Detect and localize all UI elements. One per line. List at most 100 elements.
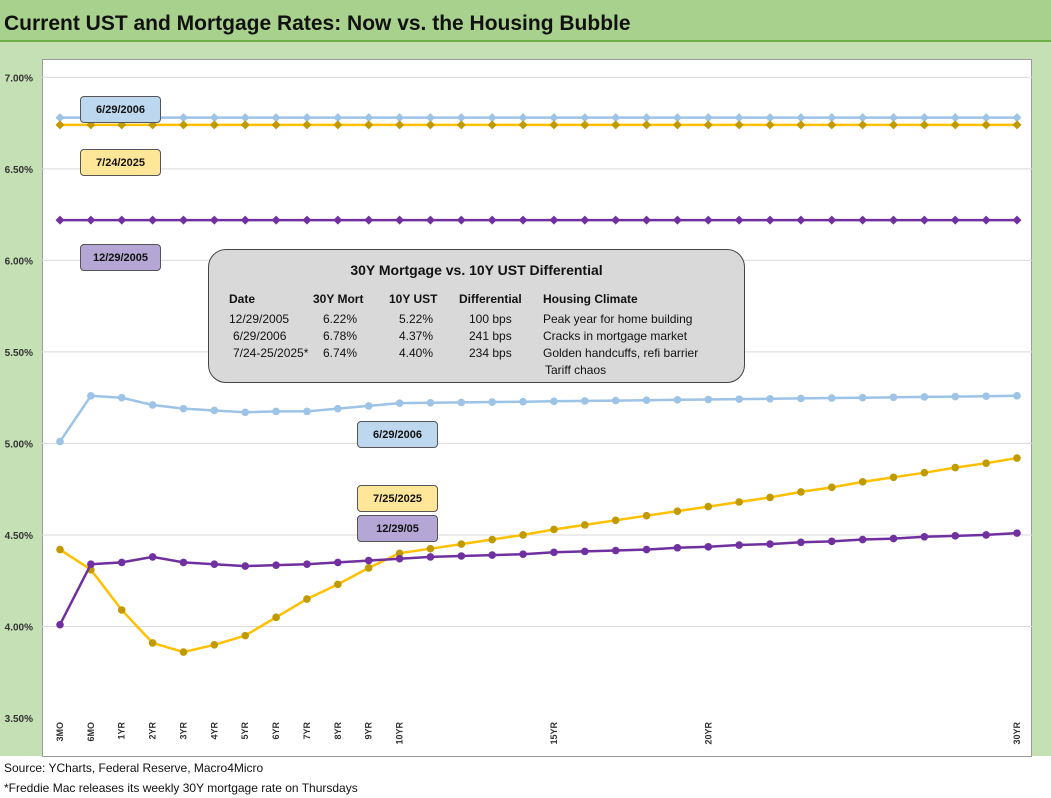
data-point [611, 546, 620, 555]
data-point [395, 554, 404, 563]
data-point [179, 404, 188, 413]
data-point [241, 631, 250, 640]
data-point [425, 113, 435, 123]
differential-table: Date 30Y Mort 10Y UST Differential Housi… [229, 292, 723, 378]
data-point [796, 113, 806, 123]
data-point [827, 120, 837, 130]
cell-ust [389, 361, 459, 378]
data-point [364, 113, 374, 123]
plot-area [42, 59, 1032, 757]
data-point [179, 558, 188, 567]
data-point [950, 113, 960, 123]
data-point [272, 407, 280, 416]
data-point [1012, 120, 1022, 130]
header-climate: Housing Climate [543, 292, 638, 306]
table-row: 6/29/2006 6.78% 4.37% 241 bps Cracks in … [229, 327, 723, 344]
data-point [642, 113, 652, 123]
data-point [981, 113, 991, 123]
header-date: Date [229, 292, 256, 306]
data-point [827, 113, 837, 123]
data-point [919, 120, 929, 130]
data-point [87, 560, 95, 569]
data-point [550, 397, 558, 406]
data-point [611, 516, 620, 525]
header-mort: 30Y Mort [313, 292, 364, 306]
data-point [303, 407, 311, 416]
cell-date [229, 361, 313, 378]
differential-header-row: Date 30Y Mort 10Y UST Differential Housi… [229, 292, 723, 310]
data-point [611, 120, 621, 130]
data-point [302, 120, 312, 130]
series-line-ust_2025 [59, 456, 1018, 654]
header-differential: Differential [459, 292, 522, 306]
cell-mort [313, 361, 389, 378]
x-tick-label: 20YR [703, 722, 713, 745]
data-point [209, 215, 219, 225]
data-point [364, 120, 374, 130]
data-point [642, 215, 652, 225]
data-point [518, 113, 528, 123]
data-point [55, 113, 65, 123]
data-point [179, 648, 188, 656]
y-tick-label: 5.50% [5, 348, 33, 359]
data-point [364, 564, 373, 572]
data-point [457, 398, 466, 407]
data-point [456, 215, 466, 225]
data-point [457, 540, 466, 548]
cell-climate: Cracks in mortgage market [543, 328, 688, 343]
cell-differential: 100 bps [469, 311, 512, 326]
data-point [395, 120, 405, 130]
cell-mort: 6.74% [323, 345, 358, 360]
data-point [56, 620, 64, 629]
data-point [672, 120, 682, 130]
data-point [302, 113, 312, 123]
data-point [858, 478, 867, 486]
data-point [209, 120, 219, 130]
cell-differential [459, 361, 543, 378]
data-point [951, 532, 960, 540]
source-note: Source: YCharts, Federal Reserve, Macro4… [4, 761, 264, 775]
data-point [87, 392, 95, 400]
data-point [210, 640, 219, 649]
y-tick-label: 4.50% [5, 531, 33, 542]
data-point [580, 120, 590, 130]
data-point [735, 541, 743, 549]
data-point [981, 120, 991, 130]
data-point [210, 560, 219, 569]
data-point [518, 215, 528, 225]
differential-title: 30Y Mortgage vs. 10Y UST Differential [350, 262, 603, 278]
data-point [550, 548, 558, 557]
data-point [488, 398, 496, 406]
data-point [426, 398, 435, 407]
data-point [210, 406, 219, 415]
data-point [704, 543, 713, 551]
data-point [765, 120, 775, 130]
data-point [982, 459, 990, 467]
y-tick-label: 3.50% [5, 714, 33, 725]
data-point [333, 113, 343, 123]
data-point [334, 404, 342, 413]
cell-differential: 234 bps [469, 345, 512, 360]
data-point [1013, 392, 1021, 400]
x-tick-label: 15YR [549, 722, 559, 745]
data-point [56, 437, 64, 446]
data-point [1012, 215, 1022, 225]
label-mort-2005: 12/29/2005 [80, 244, 161, 271]
x-tick-label: 2YR [148, 722, 158, 740]
data-point [333, 120, 343, 130]
data-point [581, 547, 589, 556]
data-point [518, 120, 528, 130]
data-point [920, 468, 929, 477]
data-point [302, 215, 312, 225]
cell-mort: 6.22% [323, 311, 358, 326]
data-point [642, 120, 652, 130]
data-point [827, 215, 837, 225]
x-tick-label: 3MO [55, 722, 65, 742]
x-tick-label: 6MO [86, 722, 96, 742]
label-mort-2025: 7/24/2025 [80, 149, 161, 176]
data-point [673, 396, 682, 404]
data-point [766, 493, 774, 502]
series-line-ust_2005 [58, 531, 1018, 626]
data-point [580, 215, 590, 225]
